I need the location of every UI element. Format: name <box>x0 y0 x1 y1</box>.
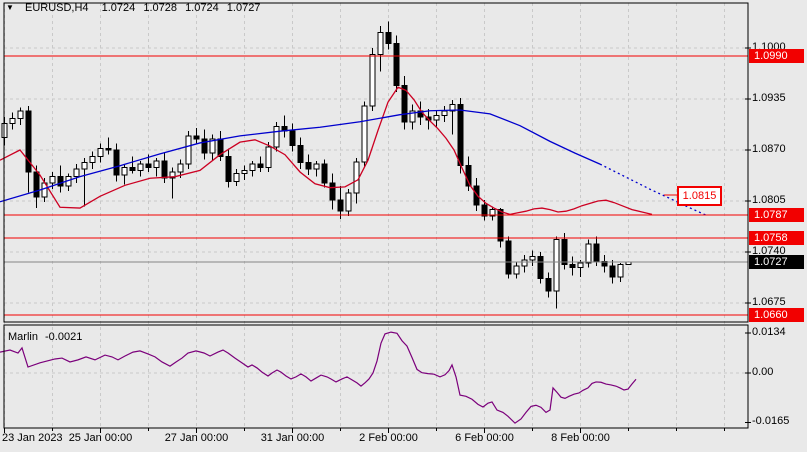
ohlc-high: 1.0728 <box>143 2 177 14</box>
price-tick-label: 1.0935 <box>752 91 786 104</box>
forecast-price-label: 1.0815 <box>677 186 722 206</box>
indicator-tick-label: 0.0134 <box>752 326 786 338</box>
level-price-badge: 1.0660 <box>749 307 804 322</box>
time-tick-label: 27 Jan 00:00 <box>164 432 229 444</box>
indicator-name: Marlin <box>8 331 38 343</box>
current-price-badge: 1.0727 <box>749 255 804 270</box>
time-tick-label: 8 Feb 00:00 <box>551 432 610 444</box>
level-price-badge: 1.0758 <box>749 230 804 245</box>
price-tick-label: 1.0740 <box>752 244 786 257</box>
price-tick-label: 1.0870 <box>752 142 786 155</box>
indicator-header: Marlin -0.0021 <box>8 331 86 343</box>
time-tick-label: 31 Jan 00:00 <box>260 432 325 444</box>
time-tick-label: 23 Jan 2023 <box>2 432 63 444</box>
indicator-tick-label: 0.00 <box>752 366 774 378</box>
ohlc-close: 1.0727 <box>226 2 261 14</box>
time-tick-label: 6 Feb 00:00 <box>455 432 514 444</box>
ohlc-low: 1.0724 <box>185 2 219 14</box>
price-tick-label: 1.0675 <box>752 295 786 308</box>
ohlc-open: 1.0724 <box>101 2 136 14</box>
time-tick-label: 25 Jan 00:00 <box>68 432 133 444</box>
time-tick-label: 2 Feb 00:00 <box>359 432 418 444</box>
chart-header: ▼ EURUSD,H4 1.0724 1.0728 1.0724 1.0727 <box>6 2 265 14</box>
level-price-badge: 1.0990 <box>749 48 804 63</box>
symbol-dropdown-icon[interactable]: ▼ <box>6 3 14 12</box>
symbol-period-label: EURUSD,H4 <box>24 2 89 14</box>
indicator-tick-label: -0.0165 <box>752 415 790 428</box>
forecast-price-value: 1.0815 <box>682 190 717 202</box>
level-price-badge: 1.0787 <box>749 208 804 223</box>
indicator-value: -0.0021 <box>45 331 83 343</box>
price-tick-label: 1.0805 <box>752 193 786 206</box>
